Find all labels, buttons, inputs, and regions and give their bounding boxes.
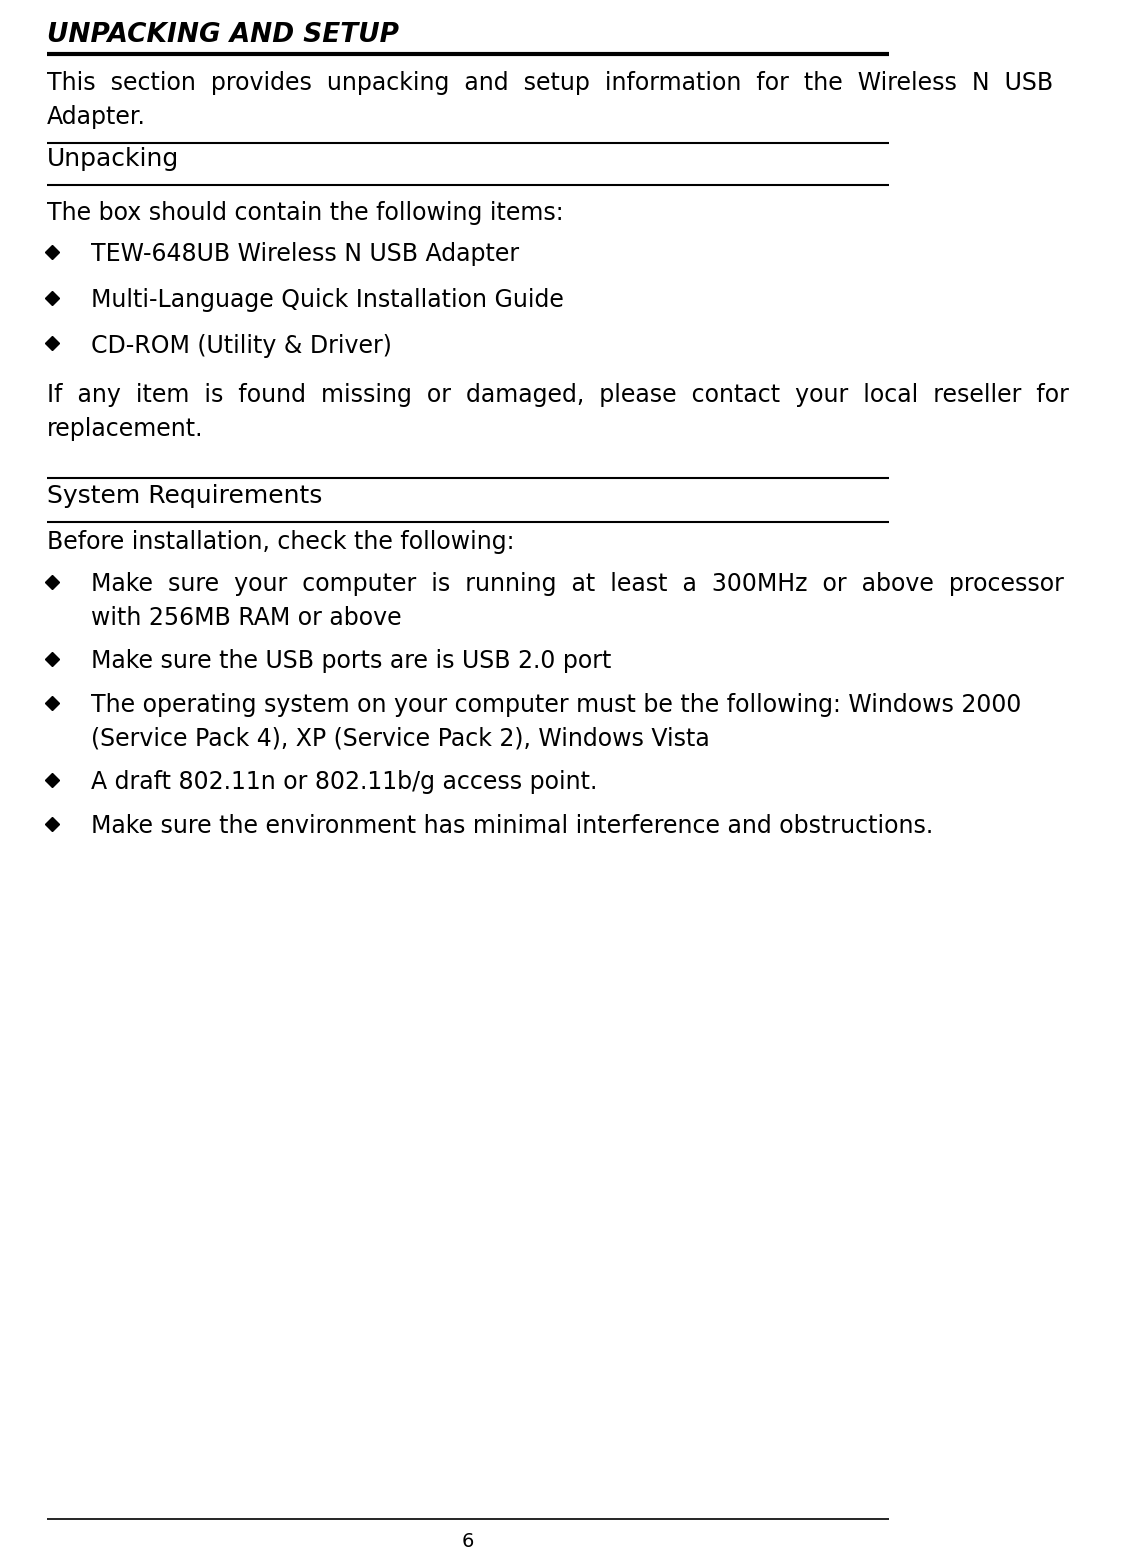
- Text: Before installation, check the following:: Before installation, check the following…: [47, 530, 514, 554]
- Text: Make sure the USB ports are is USB 2.0 port: Make sure the USB ports are is USB 2.0 p…: [91, 649, 611, 674]
- Text: The box should contain the following items:: The box should contain the following ite…: [47, 200, 564, 225]
- Text: UNPACKING AND SETUP: UNPACKING AND SETUP: [47, 22, 399, 48]
- Text: If  any  item  is  found  missing  or  damaged,  please  contact  your  local  r: If any item is found missing or damaged,…: [47, 384, 1069, 407]
- Text: Make sure the environment has minimal interference and obstructions.: Make sure the environment has minimal in…: [91, 814, 934, 839]
- Text: The operating system on your computer must be the following: Windows 2000: The operating system on your computer mu…: [91, 693, 1022, 717]
- Text: TEW-648UB Wireless N USB Adapter: TEW-648UB Wireless N USB Adapter: [91, 242, 519, 266]
- Text: Make  sure  your  computer  is  running  at  least  a  300MHz  or  above  proces: Make sure your computer is running at le…: [91, 572, 1064, 596]
- Text: This  section  provides  unpacking  and  setup  information  for  the  Wireless : This section provides unpacking and setu…: [47, 71, 1054, 95]
- Text: Unpacking: Unpacking: [47, 148, 179, 171]
- Text: Multi-Language Quick Installation Guide: Multi-Language Quick Installation Guide: [91, 287, 564, 312]
- Text: replacement.: replacement.: [47, 416, 204, 441]
- Text: 6: 6: [461, 1531, 474, 1551]
- Text: (Service Pack 4), XP (Service Pack 2), Windows Vista: (Service Pack 4), XP (Service Pack 2), W…: [91, 727, 710, 750]
- Text: Adapter.: Adapter.: [47, 106, 147, 129]
- Text: CD-ROM (Utility & Driver): CD-ROM (Utility & Driver): [91, 334, 393, 357]
- Text: A draft 802.11n or 802.11b/g access point.: A draft 802.11n or 802.11b/g access poin…: [91, 770, 598, 794]
- Text: System Requirements: System Requirements: [47, 485, 323, 508]
- Text: with 256MB RAM or above: with 256MB RAM or above: [91, 606, 402, 629]
